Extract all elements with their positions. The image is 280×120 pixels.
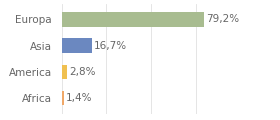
Bar: [62, 65, 67, 79]
Bar: [62, 12, 204, 27]
Text: 79,2%: 79,2%: [206, 14, 239, 24]
Bar: [62, 38, 92, 53]
Text: 16,7%: 16,7%: [94, 41, 127, 51]
Bar: [62, 91, 64, 105]
Text: 2,8%: 2,8%: [69, 67, 95, 77]
Text: 1,4%: 1,4%: [66, 93, 93, 103]
